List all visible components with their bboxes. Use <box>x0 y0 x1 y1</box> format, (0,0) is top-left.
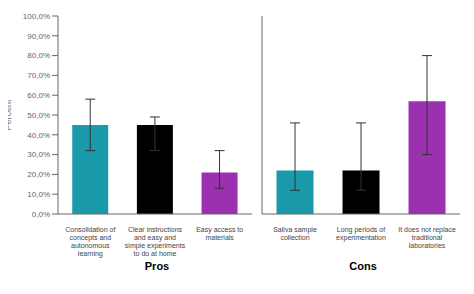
svg-text:Consolidation ofconcepts andau: Consolidation ofconcepts andautonomousle… <box>65 226 115 258</box>
svg-text:80,0%: 80,0% <box>27 51 50 60</box>
svg-text:50,0%: 50,0% <box>27 111 50 120</box>
svg-text:60,0%: 60,0% <box>27 91 50 100</box>
svg-text:0,0%: 0,0% <box>32 210 50 219</box>
svg-text:Clear instructionsand easy and: Clear instructionsand easy andsimple exp… <box>125 226 186 257</box>
svg-text:Percent: Percent <box>8 99 13 131</box>
svg-text:90,0%: 90,0% <box>27 32 50 41</box>
svg-text:Saliva samplecollection: Saliva samplecollection <box>273 226 317 241</box>
html-text:Cons: Cons <box>349 260 377 272</box>
svg-text:Easy access tomaterials: Easy access tomaterials <box>196 226 243 241</box>
svg-text:Long periods ofexperimentation: Long periods ofexperimentation <box>336 226 386 242</box>
svg-text:30,0%: 30,0% <box>27 150 50 159</box>
svg-text:40,0%: 40,0% <box>27 131 50 140</box>
svg-text:20,0%: 20,0% <box>27 170 50 179</box>
svg-text:70,0%: 70,0% <box>27 71 50 80</box>
html-text:Pros: Pros <box>144 260 170 272</box>
svg-text:100,0%: 100,0% <box>23 12 50 21</box>
svg-text:10,0%: 10,0% <box>27 190 50 199</box>
svg-text:It does not replacetraditional: It does not replacetraditionallaboratori… <box>398 226 456 249</box>
